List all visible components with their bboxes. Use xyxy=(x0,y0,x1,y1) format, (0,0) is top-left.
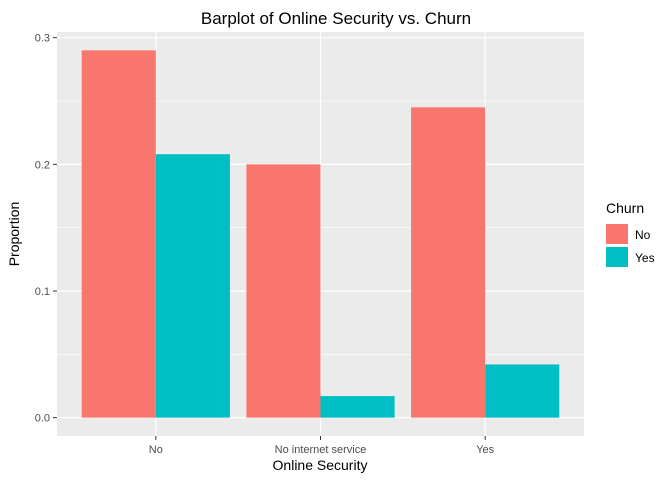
bar-no-churn-no xyxy=(81,50,156,418)
legend-title: Churn xyxy=(606,200,644,216)
y-tick-label: 0.2 xyxy=(35,159,50,171)
y-tick-label: 0.1 xyxy=(35,286,50,298)
bar-no-churn-yes xyxy=(155,154,230,418)
bars xyxy=(81,50,560,418)
bar-no-internet-service-churn-yes xyxy=(320,396,395,418)
legend-key-yes-label: Yes xyxy=(635,251,655,265)
x-tick-label: No internet service xyxy=(275,444,367,456)
bar-yes-churn-yes xyxy=(485,364,560,418)
bar-no-internet-service-churn-no xyxy=(246,164,321,418)
y-tick-label: 0.0 xyxy=(35,413,50,425)
x-tick-label: Yes xyxy=(476,444,494,456)
x-axis-title: Online Security xyxy=(273,457,368,473)
legend-key-yes-swatch xyxy=(606,247,628,267)
x-tick-label: No xyxy=(149,444,163,456)
legend-key-no-label: No xyxy=(635,228,651,242)
chart-title: Barplot of Online Security vs. Churn xyxy=(201,9,471,28)
y-axis-ticks: 0.0 0.1 0.2 0.3 xyxy=(35,33,57,425)
y-tick-label: 0.3 xyxy=(35,33,50,45)
legend-key-no-swatch xyxy=(606,224,628,244)
bar-yes-churn-no xyxy=(411,107,486,418)
legend: Churn No Yes xyxy=(606,200,655,267)
x-axis-ticks: No No internet service Yes xyxy=(149,436,495,456)
y-axis-title: Proportion xyxy=(6,202,22,267)
